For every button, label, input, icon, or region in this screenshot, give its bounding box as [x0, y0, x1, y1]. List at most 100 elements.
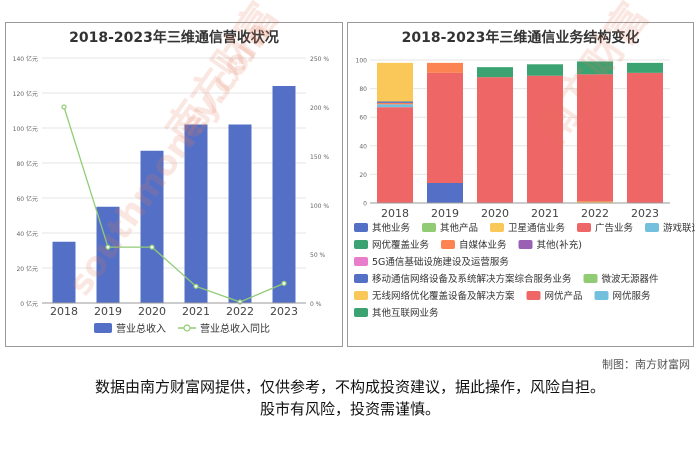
- yoy-point: [61, 104, 67, 110]
- legend-swatch-revenue: [94, 323, 112, 333]
- legend-swatch: [422, 223, 436, 232]
- legend-label: 其他(补充): [537, 239, 582, 251]
- x-tick-label: 2019: [94, 305, 122, 318]
- legend-label: 卫星通信业务: [508, 222, 566, 234]
- yoy-point: [149, 244, 155, 250]
- stack-segment: [377, 102, 413, 105]
- y-left-tick-label: 80 亿元: [16, 160, 38, 168]
- y-tick-label: 0: [363, 201, 367, 208]
- yoy-line: [63, 106, 285, 303]
- disclaimer-line-2: 股市有风险，投资需谨慎。: [259, 400, 440, 418]
- legend-swatch: [594, 291, 609, 300]
- y-tick-label: 40: [359, 143, 367, 150]
- legend-label-revenue: 营业总收入: [116, 322, 166, 335]
- stack-segment: [577, 74, 613, 202]
- x-tick-label: 2020: [481, 207, 509, 220]
- x-tick-label: 2018: [50, 305, 78, 318]
- revenue-chart-title: 2018-2023年三维通信营收状况: [69, 30, 279, 46]
- stack-segment: [627, 72, 663, 203]
- x-tick-label: 2023: [270, 305, 298, 318]
- legend-swatch: [354, 223, 368, 232]
- revenue-chart: 0 亿元 20 亿元 40 亿元 60 亿元 80 亿元 100 亿元 120 亿元 140 …: [13, 55, 330, 335]
- yoy-point: [281, 280, 287, 286]
- x-tick-label: 2020: [138, 305, 166, 318]
- disclaimer-line-1: 数据由南方财富网提供，仅供参考，不构成投资建议，据此操作，风险自担。: [94, 378, 605, 396]
- legend-label: 5G通信基础设施建设及运营服务: [372, 256, 509, 268]
- stack-segment: [427, 182, 463, 203]
- y-tick-label: 80: [359, 86, 367, 93]
- y-left-tick-label: 100 亿元: [13, 125, 38, 133]
- yoy-point: [193, 283, 199, 289]
- legend-label: 网优产品: [545, 290, 583, 302]
- x-tick-label: 2021: [531, 207, 559, 220]
- structure-chart: 0 20 40 60 80 100 2018 2019 2020 2021 2022 2023 其他业务…: [354, 58, 695, 319]
- revenue-bar: [52, 241, 76, 303]
- y-tick-label: 20: [359, 172, 367, 179]
- legend-swatch: [645, 223, 659, 232]
- stack-segment: [477, 67, 513, 78]
- legend-label: 无线网络优化覆盖设备及解决方案: [372, 290, 515, 302]
- x-tick-label: 2022: [581, 207, 609, 220]
- y-left-tick-label: 60 亿元: [16, 195, 38, 203]
- stack-segment: [527, 64, 563, 76]
- revenue-bar: [228, 124, 252, 303]
- legend-label: 其他业务: [372, 222, 411, 234]
- y-left-tick-label: 120 亿元: [13, 90, 38, 98]
- x-tick-label: 2021: [182, 305, 210, 318]
- x-tick-label: 2023: [631, 207, 659, 220]
- y-tick-label: 100: [356, 58, 368, 65]
- stack-segment: [527, 75, 563, 203]
- legend-swatch: [354, 240, 368, 249]
- stack-segment: [577, 201, 613, 203]
- legend-swatch: [526, 291, 541, 300]
- legend-swatch: [441, 240, 455, 249]
- structure-chart-title: 2018-2023年三维通信业务结构变化: [401, 30, 640, 46]
- y-right-tick-label: 100 %: [310, 203, 329, 210]
- y-right-tick-label: 200 %: [310, 105, 329, 112]
- legend-label: 微波无源器件: [602, 273, 660, 285]
- stack-segment: [377, 107, 413, 203]
- stack-segment: [377, 104, 413, 108]
- y-right-tick-label: 150 %: [310, 154, 329, 161]
- x-tick-label: 2018: [381, 207, 409, 220]
- y-right-tick-label: 0 %: [310, 301, 322, 308]
- revenue-bar: [184, 124, 208, 303]
- legend-marker-yoy: [183, 324, 191, 332]
- revenue-chart-panel: 2018-2023年三维通信营收状况 0 亿元 20 亿元 40 亿元 60 亿元 80…: [5, 22, 343, 347]
- legend-swatch: [354, 308, 368, 317]
- y-right-tick-label: 50 %: [310, 252, 326, 259]
- disclaimer: 数据由南方财富网提供，仅供参考，不构成投资建议，据此操作，风险自担。 股市有风险…: [0, 376, 700, 420]
- structure-chart-panel: 2018-2023年三维通信业务结构变化 0 20 40 60 80 100 2018 201…: [347, 22, 695, 347]
- stack-segment: [577, 61, 613, 75]
- legend-label: 游戏联运: [663, 222, 695, 234]
- revenue-bar: [140, 150, 164, 303]
- legend-label: 广告业务: [595, 222, 634, 234]
- legend-label: 网优覆盖业务: [372, 239, 430, 251]
- stack-segment: [477, 77, 513, 203]
- legend-label: 网优服务: [613, 290, 652, 302]
- stack-segment: [627, 62, 663, 73]
- stack-segment: [377, 101, 413, 103]
- revenue-bar: [272, 86, 296, 303]
- stack-segment: [377, 62, 413, 102]
- y-left-tick-label: 20 亿元: [16, 265, 38, 273]
- chart-credit: 制图：南方财富网: [602, 358, 690, 371]
- legend-swatch: [354, 291, 368, 300]
- legend-swatch: [354, 257, 368, 266]
- legend-swatch: [354, 274, 368, 283]
- x-tick-label: 2022: [226, 305, 254, 318]
- legend-label: 其他产品: [440, 222, 478, 234]
- legend-label: 其他互联网业务: [372, 307, 439, 319]
- legend-swatch: [518, 240, 533, 249]
- legend-swatch: [577, 223, 591, 232]
- legend-label: 自媒体业务: [459, 239, 507, 251]
- legend-label-yoy: 营业总收入同比: [200, 322, 270, 335]
- stack-segment: [427, 62, 463, 73]
- y-left-tick-label: 40 亿元: [16, 230, 38, 238]
- y-tick-label: 60: [359, 115, 367, 122]
- legend-swatch: [490, 223, 504, 232]
- legend-swatch: [583, 274, 598, 283]
- y-left-tick-label: 140 亿元: [13, 55, 38, 63]
- legend-label: 移动通信网络设备及系统解决方案综合服务业务: [372, 273, 572, 285]
- stack-segment: [427, 72, 463, 183]
